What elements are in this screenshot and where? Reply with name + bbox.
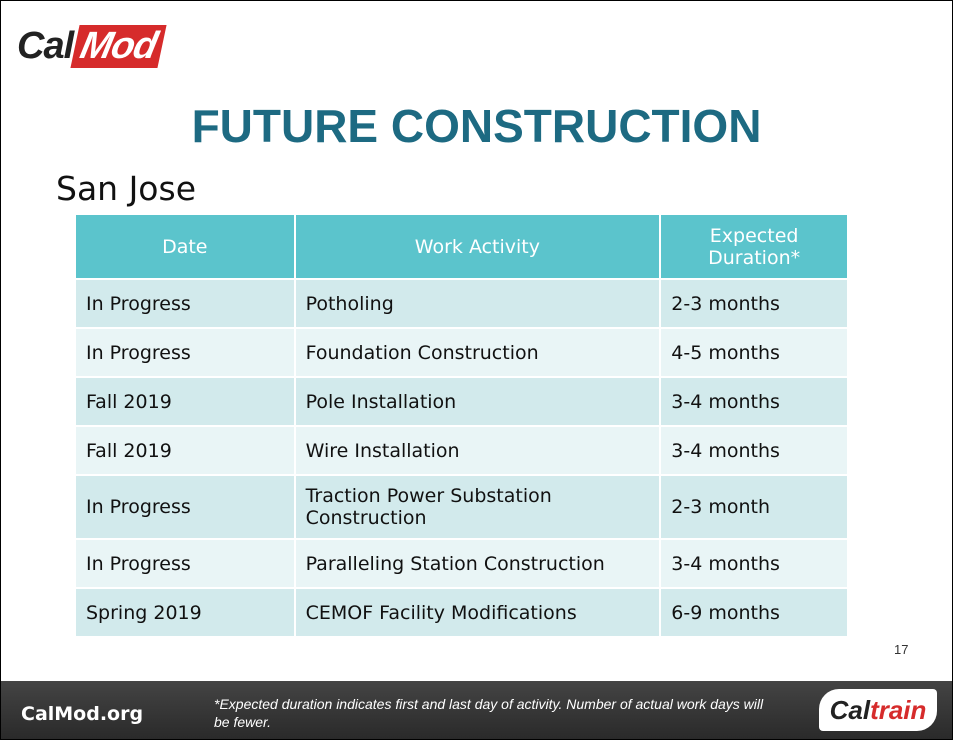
- table-cell: Fall 2019: [74, 425, 296, 476]
- subtitle: San Jose: [56, 169, 196, 208]
- footer-site: CalMod.org: [21, 703, 144, 725]
- schedule-table: Date Work Activity Expected Duration* In Pr…: [74, 213, 849, 638]
- table-cell: 2-3 months: [659, 278, 849, 329]
- header-row: Date Work Activity Expected Duration*: [74, 213, 849, 280]
- table-cell: Paralleling Station Construction: [293, 538, 662, 589]
- header-cell: Expected Duration*: [659, 213, 849, 280]
- table-cell: CEMOF Facility Modifications: [293, 587, 662, 638]
- header-cell: Date: [74, 213, 296, 280]
- table-row: In Progress Potholing 2-3 months: [74, 278, 849, 329]
- table-cell: Foundation Construction: [293, 327, 662, 378]
- table-cell: In Progress: [74, 278, 296, 329]
- footer-bar: [1, 681, 952, 739]
- brand-text: train: [870, 695, 927, 725]
- brand-text: Cal: [829, 695, 871, 725]
- logo-text: Mod: [70, 25, 167, 68]
- table-cell: Spring 2019: [74, 587, 296, 638]
- table-cell: Traction Power Substation Construction: [293, 474, 662, 540]
- table-cell: Potholing: [293, 278, 662, 329]
- brand-logo: Caltrain: [819, 689, 937, 731]
- table-cell: 3-4 months: [659, 538, 849, 589]
- header-cell: Work Activity: [293, 213, 662, 280]
- title: FUTURE CONSTRUCTION: [191, 100, 762, 152]
- footer-note: *Expected duration indicates first and l…: [214, 696, 764, 730]
- logo: CalMod: [17, 25, 167, 68]
- table-cell: Pole Installation: [293, 376, 662, 427]
- table-cell: In Progress: [74, 327, 296, 378]
- table-cell: In Progress: [74, 474, 296, 540]
- page-number: 17: [894, 642, 909, 657]
- table-cell: 4-5 months: [659, 327, 849, 378]
- table-row: Spring 2019 CEMOF Facility Modifications 6…: [74, 587, 849, 638]
- table-cell: 2-3 month: [659, 474, 849, 540]
- table-cell: 6-9 months: [659, 587, 849, 638]
- table-cell: 3-4 months: [659, 376, 849, 427]
- table-row: In Progress Foundation Construction 4-5 mo…: [74, 327, 849, 378]
- table-row: In Progress Traction Power Substation Con…: [74, 474, 849, 540]
- table-row: Fall 2019 Wire Installation 3-4 months: [74, 425, 849, 476]
- table-cell: 3-4 months: [659, 425, 849, 476]
- table-row: In Progress Paralleling Station Construct…: [74, 538, 849, 589]
- logo-text: Cal: [17, 25, 74, 67]
- table-row: Fall 2019 Pole Installation 3-4 months: [74, 376, 849, 427]
- table-cell: In Progress: [74, 538, 296, 589]
- table-cell: Wire Installation: [293, 425, 662, 476]
- table-cell: Fall 2019: [74, 376, 296, 427]
